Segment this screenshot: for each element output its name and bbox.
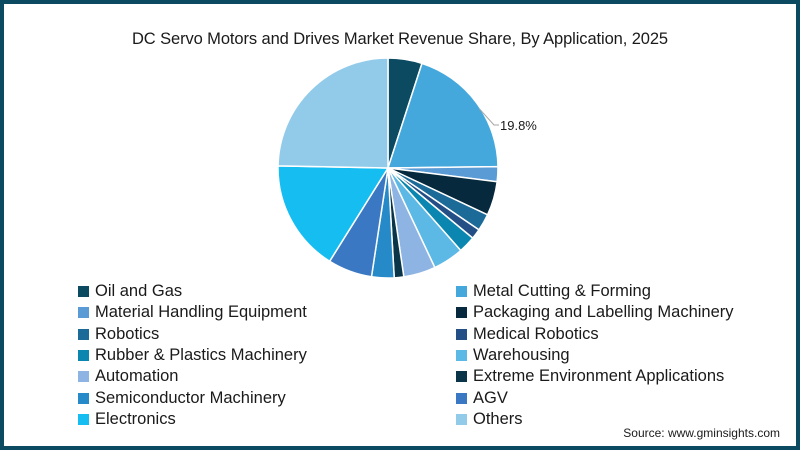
legend-label: Rubber & Plastics Machinery (95, 345, 307, 364)
legend-label: Others (473, 409, 523, 428)
legend-item: Material Handling Equipment (78, 302, 307, 323)
data-label: 19.8% (500, 118, 537, 133)
legend-label: Robotics (95, 324, 160, 343)
source-note: Source: www.gminsights.com (623, 426, 780, 440)
legend-item: Semiconductor Machinery (78, 388, 286, 409)
legend-swatch-icon (78, 307, 89, 319)
pie-slice-others (277, 57, 389, 169)
legend-swatch-icon (78, 286, 89, 297)
legend-swatch-icon (456, 349, 467, 361)
legend-swatch-icon (456, 328, 467, 340)
legend-label: Extreme Environment Applications (473, 367, 725, 386)
legend-item: Warehousing (456, 345, 570, 366)
legend-item: Others (456, 409, 523, 430)
legend-swatch-icon (78, 371, 89, 383)
legend-label: Automation (95, 367, 179, 386)
legend-label: Oil and Gas (95, 282, 183, 300)
pie-slice-metal-cutting-forming (386, 62, 499, 169)
legend-item: Automation (78, 366, 178, 387)
legend-label: Metal Cutting & Forming (473, 282, 651, 300)
legend-item: Packaging and Labelling Machinery (456, 302, 734, 323)
legend-item: Electronics (78, 409, 176, 430)
leader-line (478, 108, 499, 126)
legend-swatch-icon (456, 413, 467, 425)
legend-item: Oil and Gas (78, 281, 182, 302)
legend-swatch-icon (456, 371, 467, 383)
legend-label: AGV (473, 388, 508, 407)
legend-label: Semiconductor Machinery (95, 388, 286, 407)
legend-swatch-icon (456, 392, 467, 404)
legend-swatch-icon (456, 286, 467, 297)
legend-swatch-icon (456, 307, 467, 319)
legend-item: Robotics (78, 324, 159, 345)
pie-slice-electronics (277, 165, 390, 263)
legend-swatch-icon (78, 349, 89, 361)
chart-title: DC Servo Motors and Drives Market Revenu… (131, 30, 669, 48)
legend-label: Packaging and Labelling Machinery (473, 303, 734, 322)
legend-item: AGV (456, 388, 508, 409)
legend-swatch-icon (78, 328, 89, 340)
legend-label: Medical Robotics (473, 324, 599, 343)
legend-label: Warehousing (473, 345, 570, 364)
pie-annotations: 19.8% (478, 108, 537, 133)
legend-label: Material Handling Equipment (95, 303, 307, 322)
legend-item: Rubber & Plastics Machinery (78, 345, 307, 366)
legend-item: Extreme Environment Applications (456, 366, 724, 387)
legend-item: Metal Cutting & Forming (456, 281, 651, 302)
legend-label: Electronics (95, 409, 176, 428)
legend-swatch-icon (78, 413, 89, 425)
pie-slices (277, 57, 499, 279)
legend-swatch-icon (78, 392, 89, 404)
legend-item: Medical Robotics (456, 324, 599, 345)
